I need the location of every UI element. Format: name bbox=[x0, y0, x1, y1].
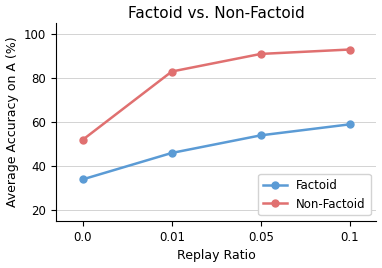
Factoid bbox=[170, 151, 174, 155]
Non-Factoid bbox=[259, 52, 263, 55]
Y-axis label: Average Accuracy on A (%): Average Accuracy on A (%) bbox=[6, 37, 19, 207]
X-axis label: Replay Ratio: Replay Ratio bbox=[177, 250, 256, 262]
Non-Factoid bbox=[348, 48, 352, 51]
Non-Factoid bbox=[81, 138, 85, 141]
Line: Factoid: Factoid bbox=[79, 121, 353, 183]
Factoid bbox=[259, 134, 263, 137]
Non-Factoid bbox=[170, 70, 174, 73]
Title: Factoid vs. Non-Factoid: Factoid vs. Non-Factoid bbox=[128, 6, 304, 21]
Line: Non-Factoid: Non-Factoid bbox=[79, 46, 353, 143]
Legend: Factoid, Non-Factoid: Factoid, Non-Factoid bbox=[258, 174, 371, 215]
Factoid bbox=[348, 123, 352, 126]
Factoid bbox=[81, 178, 85, 181]
